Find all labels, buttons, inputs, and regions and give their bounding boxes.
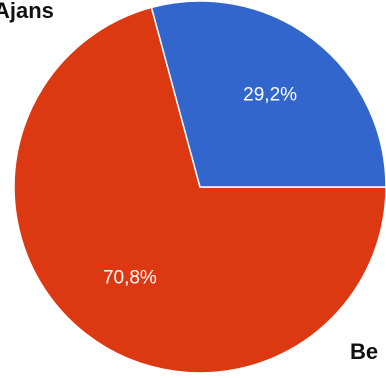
category-label-ajans: Ajans xyxy=(0,0,54,23)
pie-percent-label-ajans: 70,8% xyxy=(103,268,157,289)
pie-percent-label-be: 29,2% xyxy=(243,84,297,105)
category-label-be: Be xyxy=(350,339,379,364)
pie-slice-be xyxy=(150,0,386,188)
pie-slice-ajans xyxy=(13,6,386,374)
